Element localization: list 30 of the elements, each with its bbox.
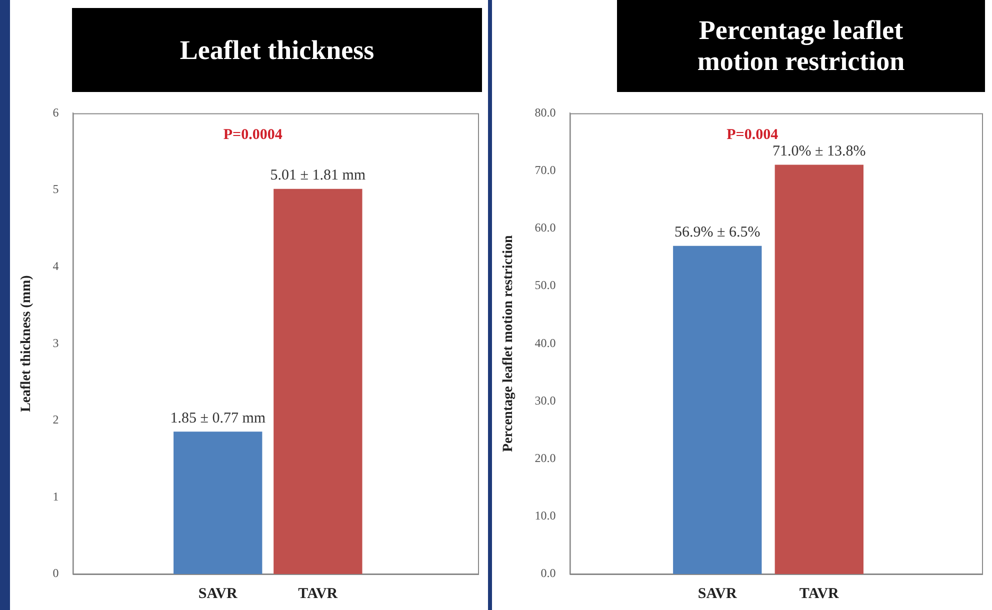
y-tick-label: 4 xyxy=(52,258,59,273)
data-label: 5.01 ± 1.81 mm xyxy=(270,168,366,184)
y-tick-label: 3 xyxy=(52,336,59,350)
x-tick-label: TAVR xyxy=(298,586,338,602)
chart-title: Leaflet thickness xyxy=(72,8,482,92)
y-tick-label: 30.0 xyxy=(534,393,556,408)
y-tick-label: 50.0 xyxy=(534,278,556,292)
y-tick-label: 1 xyxy=(52,489,59,504)
y-tick-label: 80.0 xyxy=(534,105,556,120)
y-tick-label: 10.0 xyxy=(534,508,556,523)
y-tick-label: 0.0 xyxy=(540,566,556,580)
annotation: P=0.004 xyxy=(726,127,779,144)
chart-title: Percentage leaflet motion restriction xyxy=(617,0,985,92)
x-tick-label: SAVR xyxy=(698,586,737,602)
data-label: 56.9% ± 6.5% xyxy=(674,224,760,241)
y-axis-title: Percentage leaflet motion restriction xyxy=(501,234,516,452)
y-tick-label: 20.0 xyxy=(534,450,556,465)
y-tick-label: 6 xyxy=(52,105,59,120)
y-tick-label: 40.0 xyxy=(534,336,556,350)
y-tick-label: 0 xyxy=(52,566,59,580)
y-tick-label: 60.0 xyxy=(534,220,556,235)
data-label: 1.85 ± 0.77 mm xyxy=(170,410,266,426)
annotation: P=0.0004 xyxy=(223,127,283,144)
y-tick-label: 2 xyxy=(52,412,59,427)
y-tick-label: 5 xyxy=(52,182,59,196)
x-tick-label: SAVR xyxy=(198,586,238,602)
y-axis-title: Leaflet thickness (mm) xyxy=(19,274,34,412)
x-tick-label: TAVR xyxy=(799,586,840,602)
data-label: 71.0% ± 13.8% xyxy=(772,143,866,160)
y-tick-label: 70.0 xyxy=(534,162,556,177)
